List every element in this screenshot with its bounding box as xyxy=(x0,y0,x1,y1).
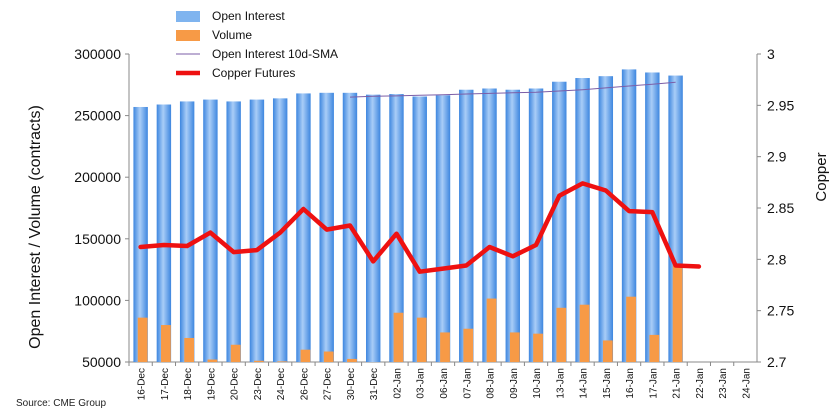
x-category-label: 27-Dec xyxy=(323,368,334,400)
right-tick-label: 2.75 xyxy=(767,303,794,319)
x-category-label: 16-Dec xyxy=(137,368,148,400)
x-category-label: 26-Dec xyxy=(299,368,310,400)
volume-bar xyxy=(393,312,404,362)
open-interest-bar xyxy=(156,104,172,363)
volume-bar xyxy=(579,304,590,362)
legend-label: Open Interest xyxy=(212,9,285,23)
volume-bar xyxy=(649,334,660,362)
x-category-label: 30-Dec xyxy=(346,368,357,400)
legend-label: Volume xyxy=(212,28,252,42)
volume-bar xyxy=(184,337,195,362)
x-category-label: 19-Dec xyxy=(206,368,217,400)
x-category-label: 15-Jan xyxy=(602,368,613,399)
open-interest-bar xyxy=(482,88,497,362)
volume-bar xyxy=(556,307,567,362)
open-interest-bar xyxy=(179,101,195,362)
left-tick-label: 150000 xyxy=(74,231,121,247)
x-category-label: 22-Jan xyxy=(695,368,706,399)
volume-bar xyxy=(300,349,311,362)
x-category-label: 23-Dec xyxy=(253,368,264,400)
x-category-label: 31-Dec xyxy=(369,368,380,400)
legend: Open Interest Volume Open Interest 10d-SMA… xyxy=(176,9,338,80)
x-category-label: 20-Dec xyxy=(230,368,241,400)
open-interest-bars xyxy=(133,69,683,363)
right-tick-label: 2.9 xyxy=(767,149,787,165)
volume-bar xyxy=(672,264,683,362)
volume-bar xyxy=(509,332,520,362)
open-interest-bar xyxy=(528,88,544,362)
volume-bar xyxy=(486,298,497,362)
y-axis-label-right: Copper xyxy=(813,152,830,201)
x-category-label: 08-Jan xyxy=(486,368,497,399)
legend-label: Open Interest 10d-SMA xyxy=(212,47,338,61)
right-tick-label: 2.8 xyxy=(767,251,787,267)
x-category-label: 13-Jan xyxy=(555,368,566,399)
volume-bar xyxy=(207,359,218,362)
left-tick-label: 200000 xyxy=(74,169,121,185)
x-category-label: 02-Jan xyxy=(392,368,403,399)
x-category-label: 06-Jan xyxy=(439,368,450,399)
x-category-label: 16-Jan xyxy=(625,368,636,399)
volume-bar xyxy=(230,344,241,362)
x-category-label: 09-Jan xyxy=(509,368,520,399)
left-tick-label: 50000 xyxy=(82,354,121,370)
x-category-label: 24-Dec xyxy=(276,368,287,400)
volume-bar xyxy=(440,332,450,362)
x-category-label: 17-Jan xyxy=(648,368,659,399)
volume-bar xyxy=(161,325,171,362)
x-category-label: 17-Dec xyxy=(160,368,171,400)
volume-bar xyxy=(277,361,288,362)
open-interest-bar xyxy=(296,93,311,362)
series-lines xyxy=(138,81,702,274)
right-tick-label: 3 xyxy=(767,46,775,62)
x-category-label: 18-Dec xyxy=(183,368,194,400)
open-interest-bar xyxy=(575,78,590,363)
tick-labels: 50000 100000 150000 200000 250000 300000 2.7 2.… xyxy=(74,46,794,400)
x-category-label: 24-Jan xyxy=(741,368,752,399)
open-interest-bar xyxy=(598,76,614,363)
volume-bar xyxy=(137,317,148,362)
volume-bar xyxy=(347,358,357,362)
open-interest-bar xyxy=(435,95,451,362)
open-interest-bar xyxy=(621,69,637,363)
legend-swatch-volume xyxy=(176,30,200,41)
open-interest-bar xyxy=(552,81,567,362)
x-category-label: 21-Jan xyxy=(672,368,683,399)
volume-bars xyxy=(137,264,683,362)
volume-bar xyxy=(533,333,543,362)
legend-label: Copper Futures xyxy=(212,66,295,80)
volume-bar xyxy=(323,351,334,362)
volume-bar xyxy=(254,360,264,362)
x-category-label: 07-Jan xyxy=(462,368,473,399)
volume-bar xyxy=(626,296,636,362)
open-interest-bar xyxy=(389,94,404,362)
left-tick-label: 250000 xyxy=(74,108,121,124)
copper-futures-line xyxy=(138,181,702,274)
source-note: Source: CME Group xyxy=(16,398,107,409)
left-tick-label: 300000 xyxy=(74,46,121,62)
open-interest-bar xyxy=(133,106,148,362)
volume-bar xyxy=(602,340,613,362)
x-category-label: 14-Jan xyxy=(579,368,590,399)
left-tick-label: 100000 xyxy=(74,292,121,308)
volume-bar xyxy=(416,317,427,362)
right-tick-label: 2.85 xyxy=(767,200,794,216)
open-interest-bar xyxy=(249,99,265,363)
open-interest-bar xyxy=(459,89,474,362)
volume-bar xyxy=(463,328,474,362)
right-tick-label: 2.7 xyxy=(767,354,787,370)
open-interest-bar xyxy=(226,101,241,362)
right-tick-label: 2.95 xyxy=(767,97,794,113)
legend-swatch-open-interest xyxy=(176,11,200,22)
open-interest-sma-line xyxy=(349,81,676,98)
x-category-label: 03-Jan xyxy=(416,368,427,399)
open-interest-bar xyxy=(505,89,520,362)
open-interest-bar xyxy=(366,94,381,362)
y-axis-label-left: Open Interest / Volume (contracts) xyxy=(27,105,44,349)
x-category-label: 23-Jan xyxy=(718,368,729,399)
x-category-label: 10-Jan xyxy=(532,368,543,399)
open-interest-bar xyxy=(412,96,427,362)
